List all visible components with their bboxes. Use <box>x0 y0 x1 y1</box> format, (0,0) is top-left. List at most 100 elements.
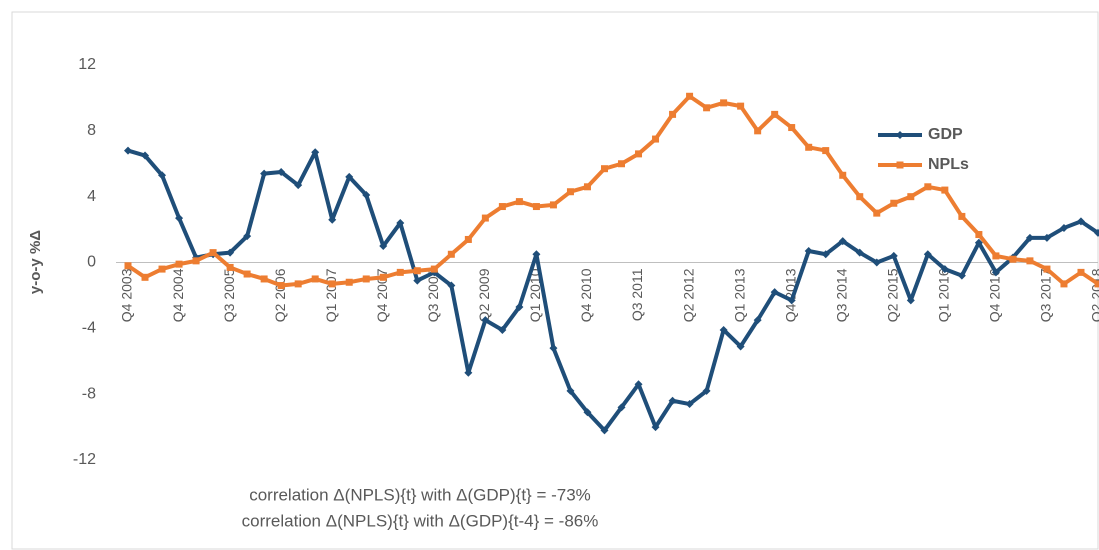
x-tick-label: Q4 2010 <box>578 268 594 322</box>
point <box>737 102 745 110</box>
point <box>124 146 132 155</box>
point <box>413 276 422 285</box>
point <box>941 186 949 194</box>
point <box>992 252 1000 260</box>
point <box>635 150 643 158</box>
point <box>838 237 847 246</box>
y-tick-label: -8 <box>82 385 96 402</box>
point <box>652 135 660 143</box>
point <box>260 169 269 178</box>
point <box>1077 268 1085 276</box>
point <box>345 172 354 181</box>
point <box>379 273 387 281</box>
x-tick-label: Q4 2007 <box>374 268 390 322</box>
point <box>753 316 762 325</box>
point <box>703 104 711 112</box>
point <box>1094 228 1099 237</box>
point <box>896 131 904 139</box>
point <box>873 209 881 217</box>
point <box>175 214 184 223</box>
point <box>1042 233 1051 242</box>
point <box>651 423 660 432</box>
point <box>260 275 268 283</box>
point <box>1043 265 1051 273</box>
point <box>158 265 166 273</box>
x-tick-label: Q1 2007 <box>323 268 339 322</box>
x-tick-label: Q3 2014 <box>833 268 849 322</box>
y-tick-label: -4 <box>82 320 96 337</box>
point <box>566 386 575 395</box>
point <box>311 275 319 283</box>
point <box>1025 233 1034 242</box>
point <box>328 280 336 288</box>
point <box>396 268 404 276</box>
point <box>362 191 371 200</box>
point <box>600 165 608 173</box>
point <box>209 249 217 257</box>
x-tick-label: Q2 2015 <box>884 268 900 322</box>
point <box>600 426 609 435</box>
x-tick-label: Q3 2011 <box>629 268 645 321</box>
point <box>294 280 302 288</box>
point <box>141 273 149 281</box>
point <box>890 199 898 207</box>
y-tick-label: 8 <box>87 122 96 139</box>
point <box>804 246 813 255</box>
point <box>277 282 285 290</box>
point <box>413 267 421 275</box>
point <box>1060 280 1068 288</box>
point <box>243 270 251 278</box>
x-tick-label: Q4 2003 <box>119 268 135 322</box>
point <box>906 296 915 305</box>
point <box>141 151 150 160</box>
x-tick-label: Q2 2012 <box>680 268 696 322</box>
x-tick-label: Q2 2006 <box>272 268 288 322</box>
x-tick-label: Q1 2016 <box>936 268 952 322</box>
point <box>175 260 183 268</box>
point <box>720 99 728 107</box>
x-tick-label: Q2 2009 <box>476 268 492 322</box>
point <box>464 235 472 243</box>
point <box>345 278 353 286</box>
point <box>896 161 904 169</box>
point <box>532 203 540 211</box>
point <box>770 288 779 297</box>
point <box>1094 280 1099 288</box>
legend-label: GDP <box>928 126 963 143</box>
annotation: correlation Δ(NPLS){t} with Δ(GDP){t-4} … <box>242 511 599 530</box>
point <box>940 265 949 274</box>
point <box>396 219 405 227</box>
point <box>124 262 132 270</box>
point <box>686 92 694 100</box>
point <box>975 231 983 239</box>
point <box>583 408 592 417</box>
point <box>243 232 252 241</box>
y-axis-label: y-o-y %Δ <box>27 230 44 294</box>
annotation: correlation Δ(NPLS){t} with Δ(GDP){t} = … <box>249 485 591 504</box>
point <box>1026 257 1034 265</box>
point <box>771 110 779 118</box>
point <box>924 183 932 191</box>
point <box>498 203 506 211</box>
point <box>958 212 966 220</box>
point <box>328 215 337 224</box>
point <box>974 238 983 247</box>
x-tick-label: Q1 2010 <box>527 268 543 322</box>
point <box>822 147 830 155</box>
point <box>277 167 286 176</box>
point <box>872 258 881 267</box>
y-tick-label: 0 <box>87 254 96 271</box>
point <box>754 127 762 135</box>
legend-label: NPLs <box>928 156 969 173</box>
point <box>362 275 370 283</box>
series-line <box>127 148 1099 433</box>
point <box>1076 217 1085 226</box>
point <box>787 296 796 305</box>
point <box>430 265 438 273</box>
y-tick-label: 4 <box>87 188 96 205</box>
point <box>736 342 745 351</box>
point <box>617 403 626 412</box>
point <box>719 325 728 334</box>
point <box>566 188 574 196</box>
